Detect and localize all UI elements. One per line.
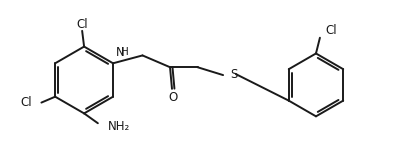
- Text: N: N: [115, 46, 124, 59]
- Text: Cl: Cl: [326, 24, 337, 37]
- Text: H: H: [121, 48, 129, 58]
- Text: Cl: Cl: [76, 18, 88, 31]
- Text: S: S: [230, 68, 237, 81]
- Text: O: O: [168, 91, 178, 104]
- Text: NH₂: NH₂: [108, 120, 130, 133]
- Text: Cl: Cl: [20, 96, 32, 109]
